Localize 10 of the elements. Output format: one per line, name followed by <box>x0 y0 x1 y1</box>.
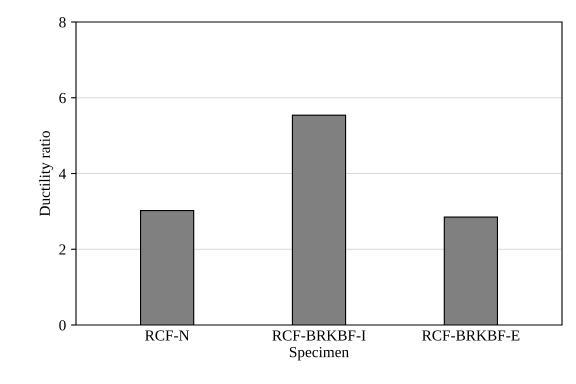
y-axis-title: Ductility ratio <box>39 131 54 216</box>
y-tick-label: 6 <box>59 92 66 104</box>
y-tick-label: 0 <box>59 320 66 330</box>
x-tick-label: RCF-BRKBF-E <box>422 330 520 341</box>
y-tick-label: 2 <box>59 244 66 255</box>
y-tick-label: 4 <box>58 168 66 179</box>
y-tick-label: 8 <box>59 17 66 28</box>
x-axis-title: Specimen <box>290 346 349 360</box>
x-tick-label: RCF-BRKBF-I <box>272 330 366 341</box>
x-tick-label: RCF-N <box>145 330 190 341</box>
